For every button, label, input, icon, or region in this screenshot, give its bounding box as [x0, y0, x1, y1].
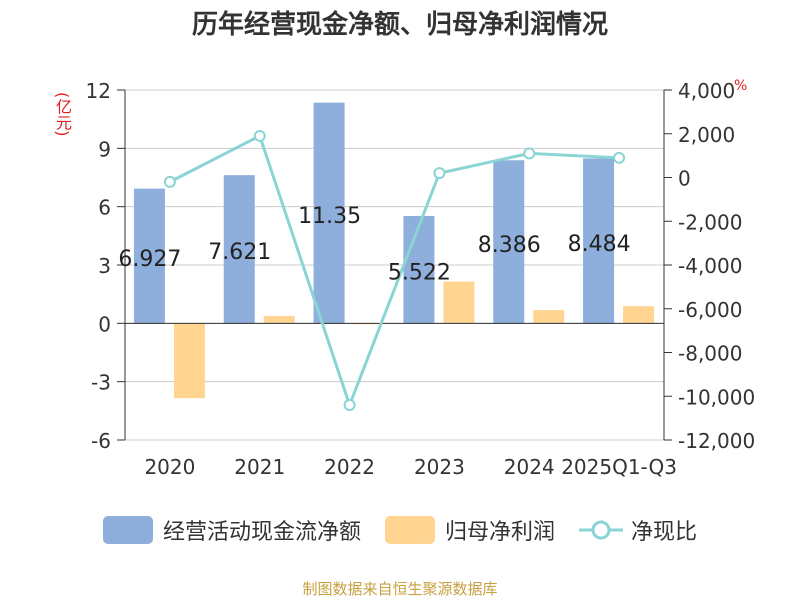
legend-item-cash[interactable]: 经营活动现金流净额 — [102, 514, 361, 546]
legend: 经营活动现金流净额 归母净利润 净现比 — [0, 514, 800, 546]
ratio-point-2020 — [163, 175, 176, 188]
x-tick-label: 2023 — [414, 455, 465, 479]
left-tick-label: 3 — [98, 254, 111, 278]
left-axis-unit: (亿元) — [53, 92, 72, 137]
left-tick-label: 0 — [98, 312, 111, 336]
data-label-cash: 7.621 — [208, 240, 271, 265]
data-label-cash: 6.927 — [118, 247, 181, 272]
left-tick-label: -6 — [91, 429, 111, 453]
legend-swatch-ratio — [579, 520, 623, 540]
legend-item-ratio[interactable]: 净现比 — [579, 514, 697, 546]
right-axis-unit: % — [734, 78, 748, 94]
legend-item-profit[interactable]: 归母净利润 — [384, 514, 555, 546]
legend-swatch-profit — [384, 516, 435, 544]
data-label-cash: 11.35 — [298, 204, 361, 229]
x-tick-label: 2021 — [234, 455, 285, 479]
ratio-point-2023 — [433, 167, 446, 180]
right-tick-label: 0 — [678, 167, 691, 191]
data-labels: 6.927 7.621 11.35 5.522 8.386 8.484 — [118, 204, 630, 286]
x-tick-label: 2020 — [144, 455, 195, 479]
right-tick-label: -10,000 — [678, 385, 755, 409]
ratio-polyline — [169, 133, 620, 410]
bar-cash-2020 — [133, 188, 165, 324]
bars — [133, 102, 655, 399]
bar-profit-2025Q1-Q3 — [623, 306, 655, 324]
right-tick-label: -8,000 — [678, 342, 742, 366]
legend-label-ratio: 净现比 — [631, 520, 698, 545]
ratio-point-2025Q1-Q3 — [613, 151, 626, 164]
left-tick-label: 6 — [98, 196, 111, 220]
bar-cash-2025Q1-Q3 — [583, 158, 615, 324]
ratio-point-2024 — [523, 147, 536, 160]
left-tick-label: -3 — [91, 371, 111, 395]
ratio-line — [163, 129, 626, 411]
bar-profit-2023 — [443, 281, 475, 324]
ratio-point-2022 — [343, 399, 356, 411]
source-note: 制图数据来自恒生聚源数据库 — [302, 580, 498, 598]
data-label-cash: 8.484 — [568, 232, 631, 257]
right-tick-label: -2,000 — [678, 210, 742, 234]
legend-label-cash: 经营活动现金流净额 — [162, 520, 361, 545]
axes: -6 -3 0 3 6 9 12 -12,000 -10,000 -8,000 -6,000 -4,0… — [86, 79, 756, 479]
bar-profit-2024 — [533, 310, 565, 324]
left-tick-label: 9 — [98, 137, 111, 161]
right-tick-label: 4,000 — [678, 79, 735, 103]
x-tick-label: 2024 — [504, 455, 555, 479]
right-tick-label: 2,000 — [678, 123, 735, 147]
legend-swatch-cash — [102, 516, 153, 544]
right-tick-label: -12,000 — [678, 429, 755, 453]
left-tick-label: 12 — [86, 79, 111, 103]
x-tick-label: 2025Q1-Q3 — [561, 455, 677, 479]
bar-cash-2021 — [223, 175, 255, 324]
x-tick-label: 2022 — [324, 455, 375, 479]
legend-label-profit: 归母净利润 — [444, 520, 555, 545]
data-label-cash: 5.522 — [388, 261, 451, 286]
bar-cash-2024 — [493, 160, 525, 324]
right-tick-label: -4,000 — [678, 254, 742, 278]
bar-cash-2022 — [313, 102, 345, 324]
ratio-point-2021 — [253, 129, 266, 142]
bar-profit-2021 — [263, 315, 295, 324]
data-label-cash: 8.386 — [478, 233, 541, 258]
chart-title: 历年经营现金净额、归母净利润情况 — [191, 10, 608, 40]
bar-profit-2020 — [173, 323, 205, 399]
right-tick-label: -6,000 — [678, 298, 742, 322]
bar-cash-2023 — [403, 215, 435, 324]
